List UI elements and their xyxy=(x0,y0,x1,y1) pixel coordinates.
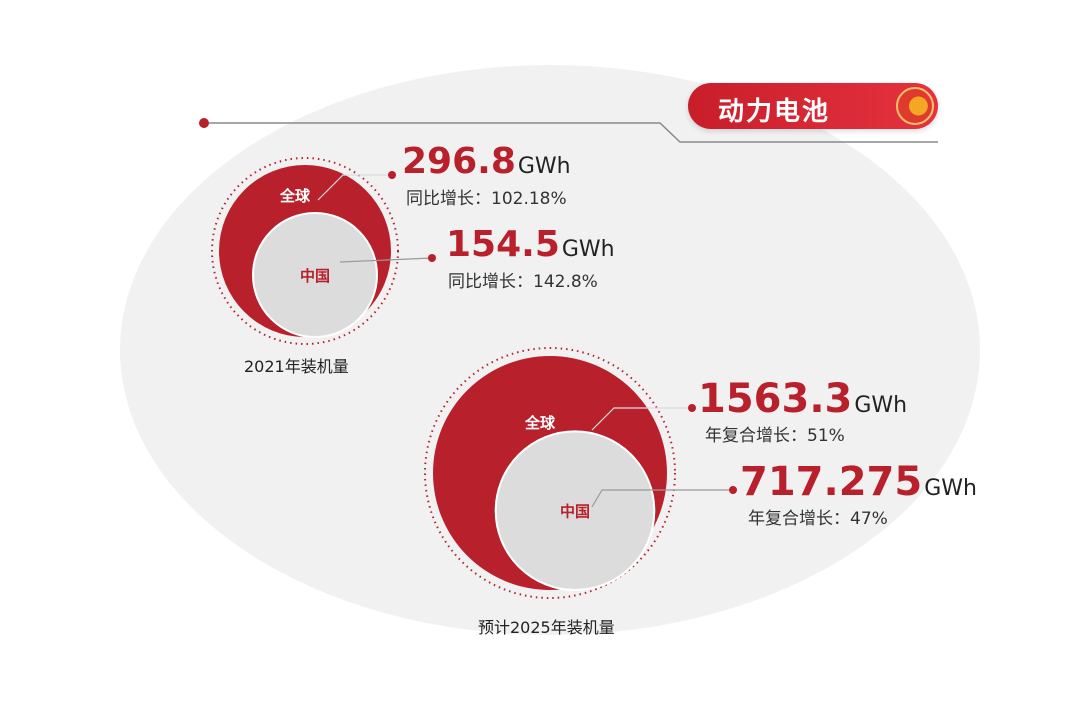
chart2-global-unit: GWh xyxy=(854,393,908,418)
chart2-global-label: 全球 xyxy=(524,414,556,432)
chart2-global-growth: 年复合增长：51% xyxy=(705,426,845,446)
chart2-china-label: 中国 xyxy=(560,503,590,521)
title-badge: 动力电池 xyxy=(688,83,938,129)
chart1-global-label: 全球 xyxy=(279,187,311,205)
chart2-global-value: 1563.3GWh xyxy=(698,376,907,422)
chart2-caption: 预计2025年装机量 xyxy=(478,618,615,637)
chart2-china-growth: 年复合增长：47% xyxy=(748,509,888,529)
chart1-china-number: 154.5 xyxy=(446,224,560,265)
chart2-leader-line-china xyxy=(591,489,733,508)
chart1-caption: 2021年装机量 xyxy=(244,357,349,376)
chart2-leader-line-global xyxy=(591,407,692,431)
chart1-china-label: 中国 xyxy=(300,267,330,285)
chart1-leader-dot-china xyxy=(428,254,436,262)
chart2-global-number: 1563.3 xyxy=(698,376,853,422)
chart1-china-value: 154.5GWh xyxy=(446,224,615,265)
chart1-global-unit: GWh xyxy=(517,154,571,179)
chart1-china-bubble xyxy=(252,212,378,338)
chart1-dotted-ring xyxy=(211,157,399,345)
chart1-leader-line-global xyxy=(317,174,392,201)
chart1-china-growth: 同比增长：142.8% xyxy=(448,272,598,292)
chart1-china-unit: GWh xyxy=(561,237,615,262)
header-dot xyxy=(199,118,209,128)
chart2-dotted-ring xyxy=(424,347,676,599)
chart1-global-value: 296.8GWh xyxy=(402,141,571,182)
chart1-leader-line-china xyxy=(339,257,433,263)
chart2-china-unit: GWh xyxy=(924,476,977,501)
battery-ring-icon xyxy=(896,87,934,125)
chart2-leader-dot-china xyxy=(729,486,737,494)
header-rule xyxy=(209,122,938,143)
chart2-china-number: 717.275 xyxy=(740,459,923,505)
chart2-china-bubble xyxy=(494,430,656,592)
chart2-leader-dot-global xyxy=(688,404,696,412)
chart1-global-growth: 同比增长：102.18% xyxy=(406,189,567,209)
chart2-china-value: 717.275GWh xyxy=(740,459,977,505)
chart1-leader-dot-global xyxy=(388,171,396,179)
page-title: 动力电池 xyxy=(718,97,831,127)
chart1-global-number: 296.8 xyxy=(402,141,516,182)
